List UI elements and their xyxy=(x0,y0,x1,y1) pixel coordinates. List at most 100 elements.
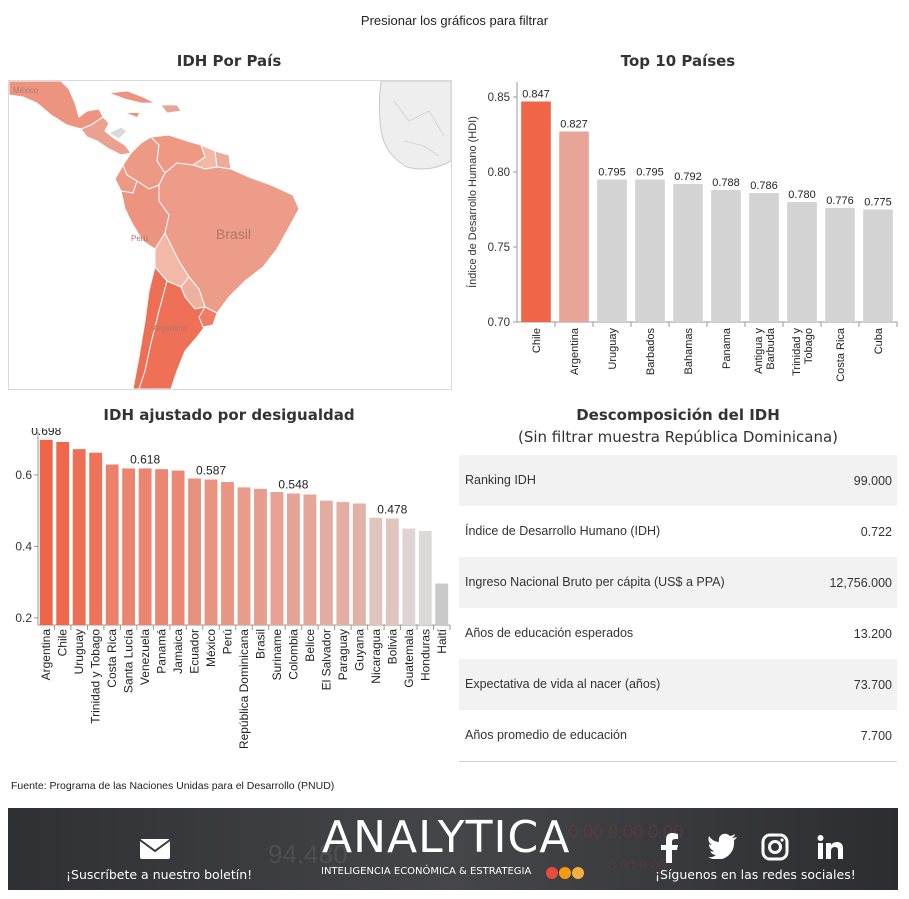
x-category-label: Trinidad y Tobago xyxy=(89,629,103,724)
decomposition-label: Ingreso Nacional Bruto per cápita (US$ a… xyxy=(465,575,725,589)
bar[interactable] xyxy=(204,479,218,625)
x-category-label: Chile xyxy=(531,328,543,353)
facebook-icon[interactable] xyxy=(658,833,680,868)
bar[interactable] xyxy=(385,518,399,625)
bar-value-label: 0.795 xyxy=(636,167,664,179)
x-category-label: Bolivia xyxy=(385,629,399,665)
decomposition-label: Años de educación esperados xyxy=(465,626,634,640)
y-axis-label: Índice de Desarrollo Humano (HDI) xyxy=(466,116,479,288)
x-category-label: Argentina xyxy=(569,327,581,375)
decomposition-value: 7.700 xyxy=(860,728,892,743)
x-category-label-line: Costa Rica xyxy=(835,327,847,382)
brand-tagline: INTELIGENCIA ECONÓMICA & ESTRATEGIA xyxy=(321,866,532,877)
bar[interactable] xyxy=(635,179,665,323)
bar[interactable] xyxy=(369,517,383,625)
brand-dot xyxy=(546,867,558,879)
x-category-label-line: Antigua y xyxy=(753,328,765,374)
source-note: Fuente: Programa de las Naciones Unidas … xyxy=(11,780,335,792)
bar[interactable] xyxy=(319,500,333,625)
top10-title: Top 10 Países xyxy=(620,52,736,70)
bar[interactable] xyxy=(171,470,185,625)
map-label-argentina: Argentina xyxy=(153,324,188,333)
bar[interactable] xyxy=(39,439,53,625)
x-category-label: Uruguay xyxy=(607,328,619,370)
y-tick-label: 0.75 xyxy=(488,242,510,254)
bar[interactable] xyxy=(270,492,284,625)
x-category-label: Suriname xyxy=(270,629,284,681)
bar[interactable] xyxy=(221,482,234,625)
top10-bar-chart[interactable]: 0.70 0.75 0.80 0.85 Índice de Desarrollo Hum… xyxy=(459,72,899,392)
bar[interactable] xyxy=(673,184,703,322)
brand-logo-text: ANALYTICA xyxy=(322,812,571,863)
x-category-label: Guyana xyxy=(352,629,366,671)
map-label-peru: Perú xyxy=(131,234,148,243)
linkedin-icon[interactable] xyxy=(816,833,844,866)
x-category-label-line: Cuba xyxy=(873,327,885,354)
map-title: IDH Por País xyxy=(176,52,282,70)
bar[interactable] xyxy=(56,442,70,625)
x-category-label-line: Panama xyxy=(721,327,733,369)
bar[interactable] xyxy=(559,131,589,323)
y-tick-label: 0.80 xyxy=(488,167,510,179)
bar[interactable] xyxy=(105,464,119,625)
bar[interactable] xyxy=(138,468,152,625)
bar[interactable] xyxy=(711,190,741,322)
x-category-label-line: Argentina xyxy=(569,327,581,375)
hdi-map[interactable]: México Brasil Perú Argentina xyxy=(8,80,452,390)
x-category-label: Brasil xyxy=(253,629,267,659)
bar-value-label: 0.827 xyxy=(560,119,588,131)
x-category-label: México xyxy=(204,629,218,667)
decomposition-row: Años de educación esperados 13.200 xyxy=(459,608,897,659)
decomposition-label: Índice de Desarrollo Humano (IDH) xyxy=(465,524,661,538)
x-category-label: Cuba xyxy=(873,327,885,354)
bar[interactable] xyxy=(303,494,317,625)
decomposition-value: 13.200 xyxy=(853,626,892,641)
decomposition-row: Años promedio de educación 7.700 xyxy=(459,710,897,761)
y-tick-label: 0.6 xyxy=(15,468,32,482)
x-category-label: Nicaragua xyxy=(369,629,383,684)
decomposition-row: Ingreso Nacional Bruto per cápita (US$ a… xyxy=(459,557,897,608)
x-category-label: Argentina xyxy=(39,629,53,681)
bar[interactable] xyxy=(287,493,300,625)
decomposition-title: Descomposición del IDH xyxy=(576,406,780,424)
bar[interactable] xyxy=(521,101,551,323)
x-category-label: Haití xyxy=(435,628,449,653)
bar[interactable] xyxy=(352,503,366,625)
bar[interactable] xyxy=(418,531,432,625)
bar[interactable] xyxy=(122,468,136,625)
bar[interactable] xyxy=(188,478,201,625)
decomposition-value: 73.700 xyxy=(853,677,892,692)
bar[interactable] xyxy=(402,528,416,626)
bar[interactable] xyxy=(155,469,169,625)
x-category-label: Costa Rica xyxy=(105,629,119,688)
decomposition-value: 99.000 xyxy=(853,473,892,488)
bar[interactable] xyxy=(72,449,86,625)
map-label-brasil: Brasil xyxy=(216,226,251,242)
twitter-icon[interactable] xyxy=(708,833,738,864)
bar[interactable] xyxy=(749,193,779,322)
instagram-icon[interactable] xyxy=(761,833,789,866)
bar[interactable] xyxy=(336,502,350,625)
mail-icon[interactable] xyxy=(139,838,171,864)
brand-dots xyxy=(546,865,590,884)
x-category-label: Colombia xyxy=(286,629,300,680)
newsletter-link[interactable]: ¡Suscríbete a nuestro boletín! xyxy=(66,867,253,882)
bar[interactable] xyxy=(787,202,817,322)
bar[interactable] xyxy=(435,583,449,625)
x-category-label: Paraguay xyxy=(336,629,350,680)
bar-value-label: 0.478 xyxy=(377,502,407,516)
x-category-label: Uruguay xyxy=(72,629,86,674)
bar[interactable] xyxy=(254,488,267,625)
x-category-label-line: Trinidad y xyxy=(791,328,803,376)
bar[interactable] xyxy=(825,208,855,322)
bar-value-label: 0.776 xyxy=(826,195,854,207)
bar[interactable] xyxy=(863,209,893,323)
y-tick-label: 0.2 xyxy=(15,611,32,625)
bar[interactable] xyxy=(597,179,627,323)
x-category-label-line: Tobago xyxy=(803,328,815,364)
decomposition-subtitle: (Sin filtrar muestra República Dominican… xyxy=(517,428,839,446)
svg-text:0.00 0.00: 0.00 0.00 xyxy=(608,857,667,873)
ihdi-bar-chart[interactable]: 0.2 0.4 0.6 0.698 Argentina Chile Uruguay Trini… xyxy=(8,428,453,748)
bar[interactable] xyxy=(237,487,251,625)
bar[interactable] xyxy=(89,452,103,625)
